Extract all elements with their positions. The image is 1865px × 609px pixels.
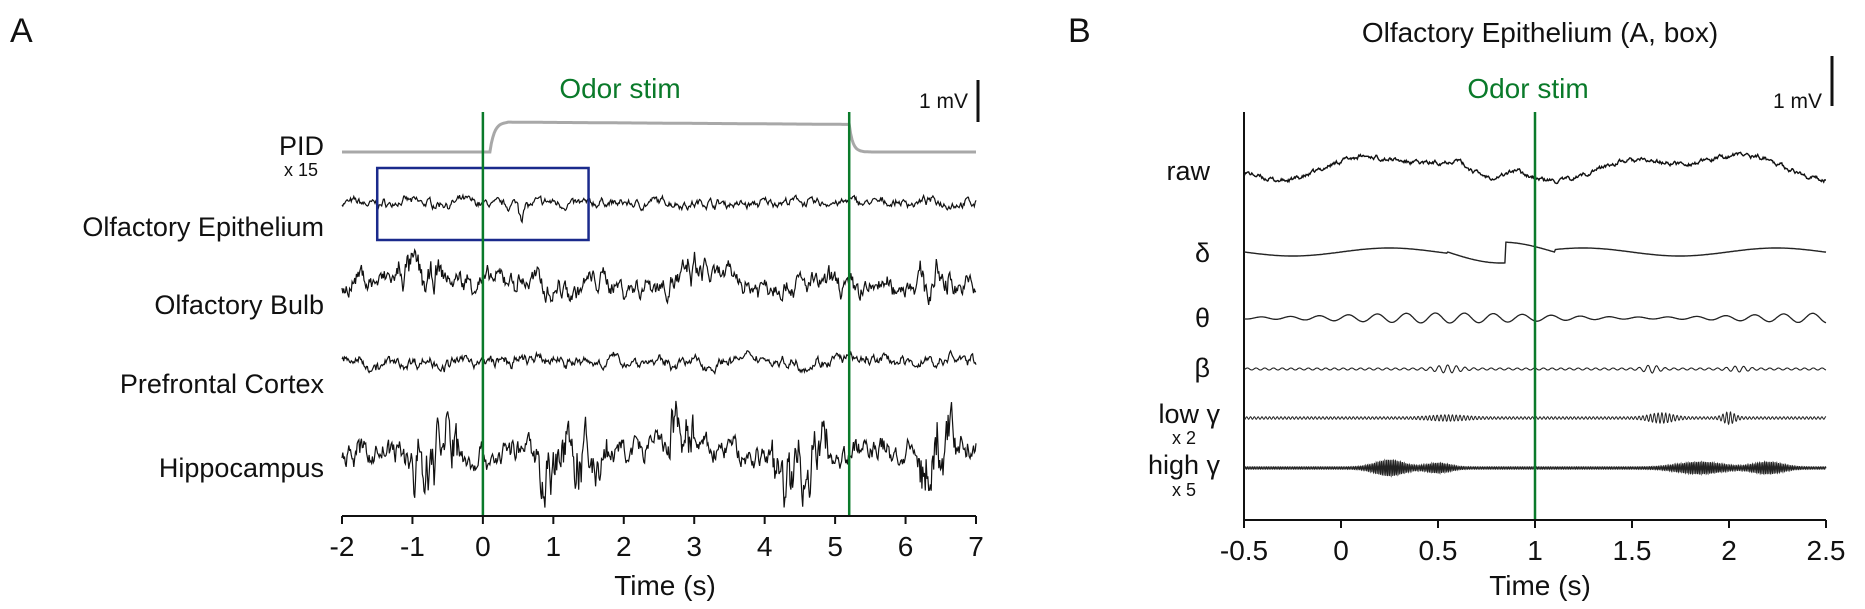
band-beta-label: β (1194, 353, 1210, 383)
panel-a-oe-label: Olfactory Epithelium (82, 212, 324, 242)
panel-b-label: B (1068, 12, 1091, 50)
panel-a-pfc-label: Prefrontal Cortex (120, 369, 325, 399)
panel-a-tick-label: -1 (400, 531, 425, 562)
prefrontal-cortex-trace (341, 349, 977, 375)
panel-a-pid-label: PID (279, 131, 324, 161)
band-delta-label: δ (1195, 238, 1210, 268)
panel-b-stim-label: Odor stim (1467, 73, 1588, 104)
band-raw-label: raw (1166, 156, 1210, 186)
panel-b-tick-label: -0.5 (1220, 535, 1268, 566)
panel-a-tick-label: 2 (616, 531, 632, 562)
panel-a-scale-label: 1 mV (919, 90, 968, 113)
panel-a-tick-label: 1 (546, 531, 562, 562)
panel-a-x-axis: -2 -1 0 1 2 3 4 5 6 7 (330, 515, 984, 562)
panel-b-tick-label: 0.5 (1419, 535, 1458, 566)
panel-b-tick-label: 1.5 (1613, 535, 1652, 566)
panel-b-tick-label: 2.5 (1807, 535, 1846, 566)
panel-a-ob-label: Olfactory Bulb (154, 290, 324, 320)
panel-a-tick-label: 6 (898, 531, 914, 562)
panel-b-xlabel: Time (s) (1489, 570, 1591, 601)
band-low-gamma-label: low γ (1158, 399, 1220, 429)
band-theta-label: θ (1195, 303, 1210, 333)
panel-a-label: A (10, 12, 33, 50)
pid-trace (342, 120, 976, 154)
panel-b-x-axis: -0.5 0 0.5 1 1.5 2 2.5 (1220, 519, 1846, 566)
hippocampus-trace (341, 400, 977, 508)
olfactory-epithelium-trace (341, 193, 977, 224)
olfactory-bulb-trace (341, 248, 977, 305)
panel-a-tick-label: 5 (827, 531, 843, 562)
panel-a-tick-label: 3 (686, 531, 702, 562)
panel-b-title: Olfactory Epithelium (A, box) (1362, 17, 1718, 48)
panel-a-tick-label: 4 (757, 531, 773, 562)
panel-b: B Olfactory Epithelium (A, box) Odor sti… (1068, 12, 1845, 601)
panel-b-scale-label: 1 mV (1773, 90, 1822, 113)
band-high-gamma-gain: x 5 (1172, 480, 1196, 500)
panel-b-tick-label: 0 (1333, 535, 1349, 566)
panel-a-xlabel: Time (s) (614, 570, 716, 601)
panel-a-hc-label: Hippocampus (159, 453, 324, 483)
band-high-gamma-label: high γ (1148, 450, 1221, 480)
panel-a-tick-label: -2 (330, 531, 355, 562)
panel-a-pid-gain: x 15 (284, 160, 318, 180)
panel-a-stim-label: Odor stim (559, 73, 680, 104)
panel-a-tick-label: 7 (968, 531, 984, 562)
panel-a-tick-label: 0 (475, 531, 491, 562)
panel-a: A Odor stim 1 mV PID x 15 Olfactory Epit… (10, 12, 984, 601)
band-low-gamma-gain: x 2 (1172, 428, 1196, 448)
panel-b-tick-label: 2 (1721, 535, 1737, 566)
panel-b-tick-label: 1 (1527, 535, 1543, 566)
